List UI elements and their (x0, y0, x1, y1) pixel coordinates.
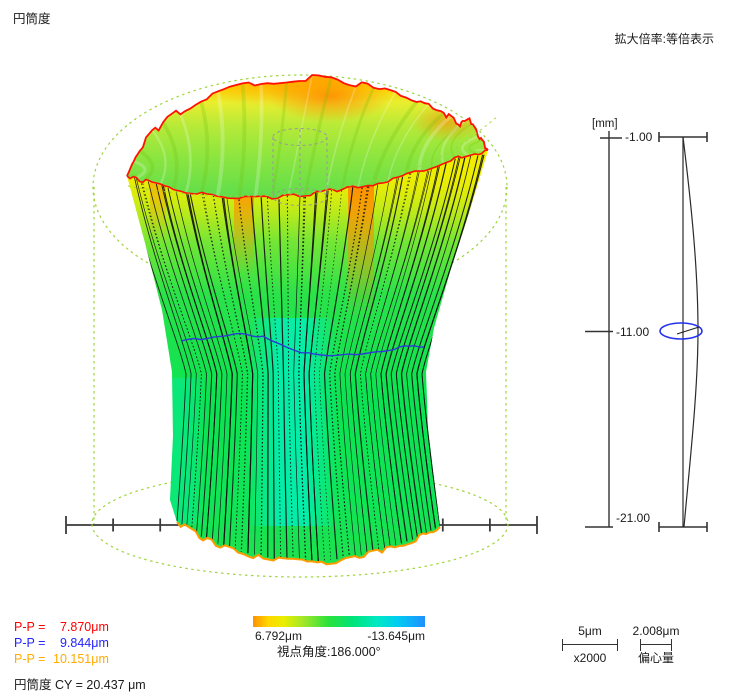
pp-result-blue: P-P = 9.844μm (14, 636, 109, 650)
measured-surface (126, 74, 489, 566)
profile-unit-label: [mm] (592, 118, 618, 130)
color-scale-min-label: -13.645μm (367, 629, 425, 643)
deviation-scale-bar (562, 639, 618, 651)
eccentricity-scale-indicator: 2.008μm 偏心量 (623, 624, 689, 665)
profile-tick-top: -1.00 (625, 130, 653, 144)
profile-tick-mid: -11.00 (616, 325, 650, 339)
cylindricity-value: 20.437 μm (86, 678, 146, 692)
deviation-scale-indicator: 5μm x2000 (556, 624, 624, 665)
view-angle-label: 視点角度:186.000° (277, 645, 381, 659)
color-scale-max-label: 6.792μm (255, 629, 302, 643)
pp-label: P-P = (14, 620, 46, 634)
reference-cylinder-outline (91, 74, 509, 578)
pp-result-orange: P-P = 10.151μm (14, 652, 109, 666)
pp-label: P-P = (14, 652, 46, 666)
reference-cylinder-front-arc (127, 115, 499, 197)
cylindricity-label: 円筒度 CY = (14, 678, 83, 692)
axial-profile-plot (585, 131, 708, 532)
magnification-label: 拡大倍率:等倍表示 (614, 32, 714, 46)
pp-result-red: P-P = 7.870μm (14, 620, 109, 634)
eccentricity-scale-bar (640, 639, 672, 651)
eccentricity-label: 偏心量 (637, 651, 674, 665)
deviation-scale-factor: x2000 (573, 651, 607, 665)
pp-value: 7.870μm (59, 620, 109, 634)
deviation-scale-value: 5μm (578, 624, 602, 638)
pp-value: 10.151μm (53, 652, 109, 666)
pp-value: 9.844μm (59, 636, 109, 650)
page-title: 円筒度 (13, 12, 51, 26)
pp-label: P-P = (14, 636, 46, 650)
cylindricity-result: 円筒度 CY = 20.437 μm (14, 674, 146, 693)
profile-tick-bottom: -21.00 (616, 511, 651, 525)
datum-axis-cylinder (272, 127, 328, 207)
eccentricity-value: 2.008μm (632, 624, 680, 638)
color-scale-bar (253, 616, 425, 627)
